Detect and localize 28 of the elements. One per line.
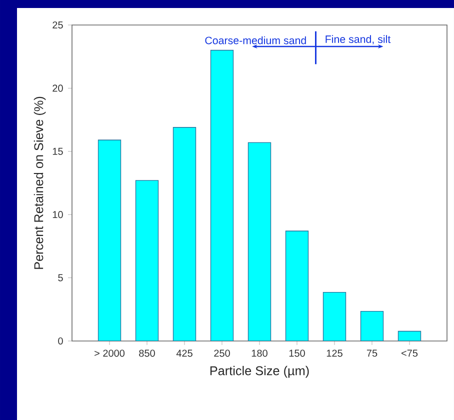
bar <box>285 230 309 341</box>
bar <box>248 142 272 341</box>
x-axis-title: Particle Size (µm) <box>210 366 309 378</box>
x-tick-label: <75 <box>402 350 418 357</box>
x-tick-label: 125 <box>326 350 342 357</box>
bar <box>360 310 384 341</box>
x-tick-label: 250 <box>214 350 230 357</box>
bar <box>210 50 234 341</box>
annotation: Fine sand, silt <box>326 35 391 44</box>
y-tick-label: 20 <box>52 84 63 92</box>
x-tick-label: 75 <box>366 350 378 357</box>
y-tick-label: 15 <box>52 148 63 155</box>
annotation: Coarse-medium sand <box>205 36 306 44</box>
y-tick-label: 0 <box>58 337 63 345</box>
bar <box>398 330 422 341</box>
bar <box>172 127 196 341</box>
x-tick-label: 425 <box>176 350 192 357</box>
x-tick-label: 150 <box>289 350 305 357</box>
y-axis-title: Percent Retained on Sieve (%) <box>34 96 46 269</box>
bar <box>98 140 122 341</box>
x-tick-label: > 2000 <box>94 350 125 357</box>
y-tick-label: 10 <box>52 211 63 218</box>
x-tick-label: 180 <box>252 350 268 357</box>
y-tick-label: 5 <box>58 274 63 282</box>
bar <box>322 292 346 341</box>
y-tick-label: 25 <box>52 21 63 29</box>
x-tick-label: 850 <box>139 350 155 357</box>
bar <box>135 180 159 341</box>
